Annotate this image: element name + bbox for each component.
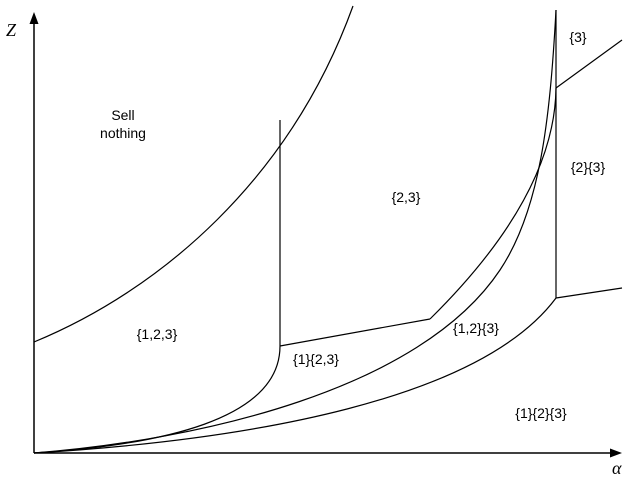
- boundary-line-lower-right: [555, 287, 623, 299]
- y-axis-arrow-icon: [29, 12, 39, 24]
- y-axis-label: Z: [6, 20, 17, 40]
- region-label-1-23: {1}{2,3}: [293, 351, 339, 367]
- region-label-sell-nothing-line2: nothing: [100, 125, 146, 141]
- region-label-23: {2,3}: [392, 189, 421, 205]
- boundary-curve-top: [33, 5, 354, 343]
- region-label-sell-nothing-line1: Sell: [111, 107, 134, 123]
- region-label-1-2-3: {1}{2}{3}: [515, 405, 567, 421]
- region-label-3: {3}: [569, 29, 586, 45]
- region-label-123: {1,2,3}: [137, 326, 178, 342]
- region-label-12-3: {1,2}{3}: [453, 320, 499, 336]
- boundary-curve-2: [33, 9, 557, 454]
- x-axis-label: α: [612, 458, 622, 478]
- boundary-line-middle: [279, 318, 431, 347]
- boundary-curve-1: [33, 345, 281, 454]
- boundary-curve-4: [33, 297, 557, 454]
- boundary-curve-3: [429, 87, 557, 320]
- region-label-2-3: {2}{3}: [571, 159, 606, 175]
- x-axis-arrow-icon: [610, 448, 622, 458]
- boundary-line-upper-right: [555, 39, 623, 89]
